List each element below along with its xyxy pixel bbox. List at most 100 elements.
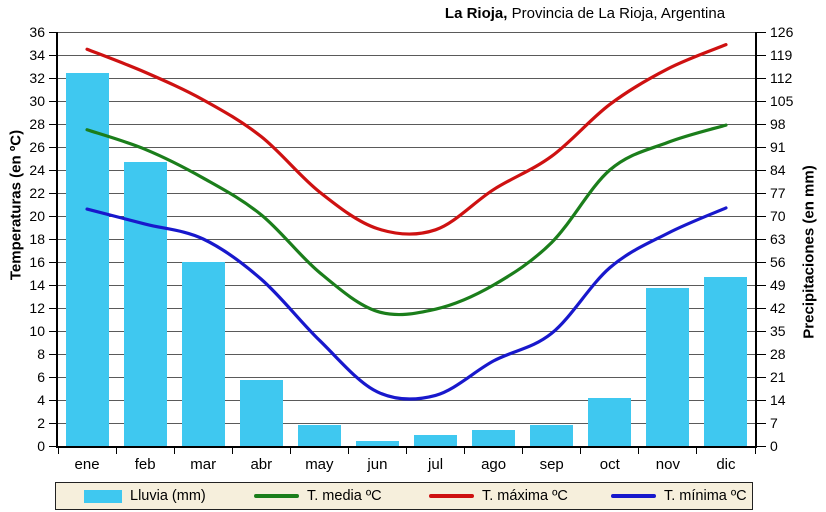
- y-tick-right: [757, 307, 766, 309]
- y-tick-left: [49, 146, 58, 148]
- y-tick-left: [49, 445, 58, 447]
- month-label-mar: mar: [190, 456, 217, 473]
- y-tick-right: [757, 445, 766, 447]
- y-tick-label-left: 0: [37, 438, 45, 454]
- rain-bar-jun: [355, 441, 399, 446]
- y-tick-right: [757, 238, 766, 240]
- y-tick-label-right: 14: [770, 392, 786, 408]
- legend: Lluvia (mm) T. media ºC T. máxima ºC T. mín…: [55, 482, 753, 510]
- y-tick-label-right: 28: [770, 346, 786, 362]
- y-tick-label-left: 12: [29, 300, 45, 316]
- month-label-feb: feb: [134, 456, 156, 473]
- y-tick-left: [49, 238, 58, 240]
- grid-line: [58, 353, 755, 355]
- grid-line: [58, 284, 755, 286]
- y-tick-label-right: 49: [770, 277, 786, 293]
- month-label-nov: nov: [655, 456, 680, 473]
- rain-bar-feb: [123, 161, 167, 446]
- rain-bar-sep: [530, 424, 574, 446]
- y-tick-right: [757, 77, 766, 79]
- rain-bar-may: [297, 424, 341, 446]
- y-tick-label-left: 6: [37, 369, 45, 385]
- month-label-abr: abr: [250, 456, 273, 473]
- y-tick-left: [49, 307, 58, 309]
- y-tick-left: [49, 261, 58, 263]
- y-tick-label-left: 16: [29, 254, 45, 270]
- y-tick-right: [757, 31, 766, 33]
- rain-bar-oct: [588, 398, 632, 446]
- x-tick: [522, 446, 524, 454]
- grid-line: [58, 376, 755, 378]
- month-label-sep: sep: [539, 456, 564, 473]
- y-tick-left: [49, 215, 58, 217]
- y-tick-label-left: 8: [37, 346, 45, 362]
- legend-label: T. mínima ºC: [664, 488, 747, 504]
- month-label-jun: jun: [367, 456, 388, 473]
- x-tick: [580, 446, 582, 454]
- grid-line: [58, 146, 755, 148]
- y-tick-label-right: 119: [770, 47, 793, 63]
- y-tick-left: [49, 54, 58, 56]
- y-tick-left: [49, 192, 58, 194]
- month-label-dic: dic: [716, 456, 736, 473]
- grid-line: [58, 261, 755, 263]
- y-tick-label-left: 4: [37, 392, 45, 408]
- y-tick-label-right: 0: [770, 438, 778, 454]
- legend-line-swatch: [429, 494, 474, 498]
- y-tick-right: [757, 100, 766, 102]
- chart-title: La Rioja, Provincia de La Rioja, Argenti…: [400, 5, 770, 22]
- y-tick-label-right: 42: [770, 300, 786, 316]
- y-tick-right: [757, 376, 766, 378]
- grid-line: [58, 54, 755, 56]
- y-tick-label-left: 26: [29, 139, 45, 155]
- line-t-media-c: [85, 123, 728, 317]
- y-tick-left: [49, 100, 58, 102]
- x-tick: [464, 446, 466, 454]
- y-tick-right: [757, 353, 766, 355]
- grid-line: [58, 123, 755, 125]
- y-tick-left: [49, 330, 58, 332]
- y-tick-left: [49, 123, 58, 125]
- legend-item-t-media-c: T. media ºC: [254, 483, 382, 509]
- x-tick: [696, 446, 698, 454]
- grid-line: [58, 100, 755, 102]
- x-tick: [173, 446, 175, 454]
- month-label-may: may: [305, 456, 334, 473]
- y-tick-label-left: 10: [29, 323, 45, 339]
- month-label-oct: oct: [599, 456, 620, 473]
- chart-title-place: La Rioja,: [444, 5, 508, 22]
- line-t-m-xima-c: [85, 43, 728, 236]
- month-label-ene: ene: [74, 456, 100, 473]
- grid-line: [58, 31, 755, 33]
- y-tick-label-left: 34: [29, 47, 45, 63]
- x-tick: [406, 446, 407, 454]
- legend-label: Lluvia (mm): [130, 488, 206, 504]
- y-tick-left: [49, 169, 58, 171]
- y-tick-label-left: 28: [29, 116, 45, 132]
- month-label-ago: ago: [481, 456, 507, 473]
- plot-area: [58, 31, 755, 446]
- grid-line: [58, 422, 755, 424]
- legend-label: T. media ºC: [307, 488, 382, 504]
- chart-title-region: Provincia de La Rioja, Argentina: [507, 5, 726, 22]
- y-tick-label-right: 98: [770, 116, 786, 132]
- x-tick: [347, 446, 349, 454]
- y-tick-label-right: 21: [770, 369, 786, 385]
- y-tick-left: [49, 77, 58, 79]
- grid-line: [58, 238, 755, 240]
- grid-line: [58, 330, 755, 332]
- x-tick: [638, 446, 640, 454]
- y-tick-label-right: 56: [770, 254, 786, 270]
- temperature-lines: [85, 43, 728, 401]
- y-tick-left: [49, 399, 58, 401]
- rain-bar-mar: [181, 262, 225, 446]
- grid-line: [58, 307, 755, 309]
- y-tick-right: [757, 261, 766, 263]
- y-tick-right: [757, 169, 766, 171]
- y-tick-label-left: 32: [29, 70, 45, 86]
- y-tick-right: [757, 284, 766, 286]
- y-tick-label-left: 14: [29, 277, 45, 293]
- grid-line: [58, 192, 755, 194]
- x-tick: [754, 446, 756, 454]
